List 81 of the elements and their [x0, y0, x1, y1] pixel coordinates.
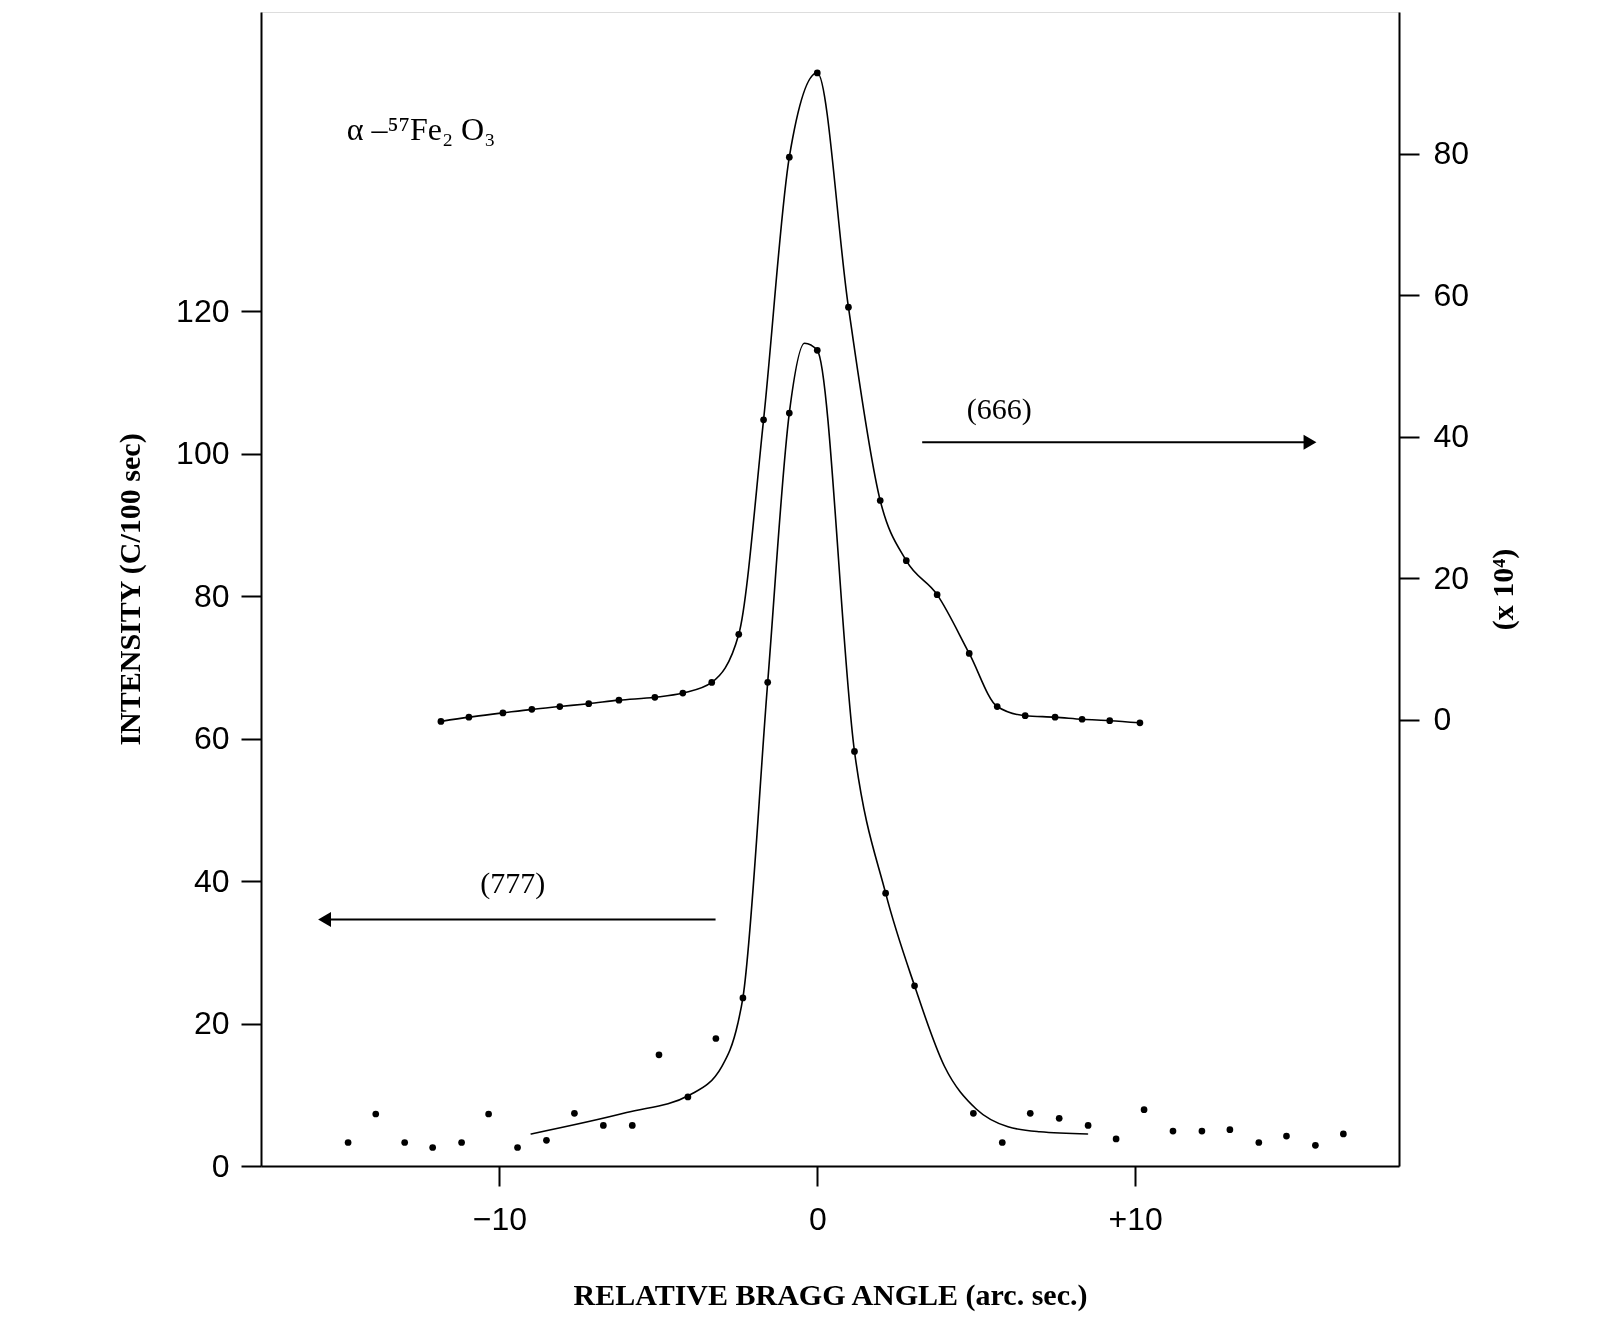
point — [465, 713, 473, 721]
y-tick-label: 80 — [193, 577, 230, 614]
point — [998, 1139, 1006, 1146]
point — [372, 1110, 380, 1118]
point — [1078, 715, 1086, 723]
point — [1283, 1132, 1290, 1140]
annotation: α –⁵⁷Fe₂ O₃ — [346, 111, 496, 148]
y-tick-label: 20 — [193, 1005, 230, 1042]
point — [458, 1139, 465, 1146]
y-tick-label: 0 — [211, 1147, 230, 1184]
point — [1051, 713, 1059, 721]
point — [679, 689, 687, 697]
point — [499, 709, 507, 717]
point — [851, 748, 858, 755]
point — [1106, 717, 1114, 725]
point — [1112, 1135, 1120, 1143]
y2-tick-label: 20 — [1433, 559, 1470, 596]
point — [401, 1139, 409, 1146]
point — [1340, 1130, 1347, 1138]
point — [437, 718, 445, 725]
point — [1226, 1126, 1234, 1134]
point — [429, 1144, 437, 1151]
point — [615, 696, 623, 704]
point — [684, 1093, 692, 1101]
point — [760, 416, 767, 424]
point — [739, 994, 747, 1002]
point — [845, 303, 852, 311]
y-axis-title: INTENSITY (C/100 sec) — [113, 433, 148, 746]
point — [764, 678, 772, 686]
point — [1255, 1139, 1263, 1146]
point — [785, 409, 793, 417]
point — [1055, 1114, 1063, 1122]
point — [344, 1139, 352, 1146]
x-tick-label: −10 — [472, 1200, 528, 1237]
point — [876, 497, 884, 504]
point — [1021, 712, 1029, 720]
point — [813, 69, 821, 77]
point — [1026, 1109, 1034, 1117]
point — [528, 706, 536, 713]
x-tick-label: 0 — [808, 1200, 827, 1237]
point — [655, 1051, 663, 1059]
point — [1136, 719, 1144, 727]
point — [1169, 1127, 1177, 1135]
point — [628, 1122, 636, 1129]
point — [785, 153, 793, 161]
annotation: (777) — [480, 865, 546, 900]
point — [813, 347, 821, 354]
x-tick-label: +10 — [1108, 1200, 1163, 1237]
y2-tick-label: 40 — [1433, 418, 1470, 455]
point — [993, 703, 1001, 710]
point — [1312, 1141, 1319, 1149]
point — [708, 679, 716, 686]
point — [651, 693, 659, 701]
point — [933, 591, 941, 599]
y2-axis-title: (x 10⁴) — [1486, 548, 1521, 631]
point — [965, 650, 973, 657]
y2-tick-label: 60 — [1433, 276, 1470, 313]
y-tick-label: 60 — [193, 720, 230, 757]
point — [735, 630, 743, 638]
point — [543, 1137, 550, 1144]
point — [1140, 1106, 1148, 1114]
x-axis-title: RELATIVE BRAGG ANGLE (arc. sec.) — [573, 1277, 1088, 1312]
point — [911, 982, 918, 990]
point — [514, 1144, 521, 1151]
point — [902, 557, 910, 565]
y-tick-label: 120 — [176, 292, 230, 329]
point — [882, 889, 889, 897]
point — [585, 700, 593, 708]
annotation: (666) — [966, 392, 1032, 427]
y2-tick-label: 0 — [1433, 701, 1452, 738]
point — [970, 1109, 977, 1117]
point — [600, 1122, 607, 1129]
point — [1084, 1122, 1092, 1129]
y-tick-label: 100 — [176, 435, 230, 472]
point — [571, 1109, 578, 1117]
point — [556, 703, 564, 710]
point — [712, 1035, 720, 1042]
y-tick-label: 40 — [193, 862, 230, 899]
y2-tick-label: 80 — [1433, 135, 1470, 172]
point — [485, 1110, 492, 1118]
point — [1198, 1127, 1206, 1135]
